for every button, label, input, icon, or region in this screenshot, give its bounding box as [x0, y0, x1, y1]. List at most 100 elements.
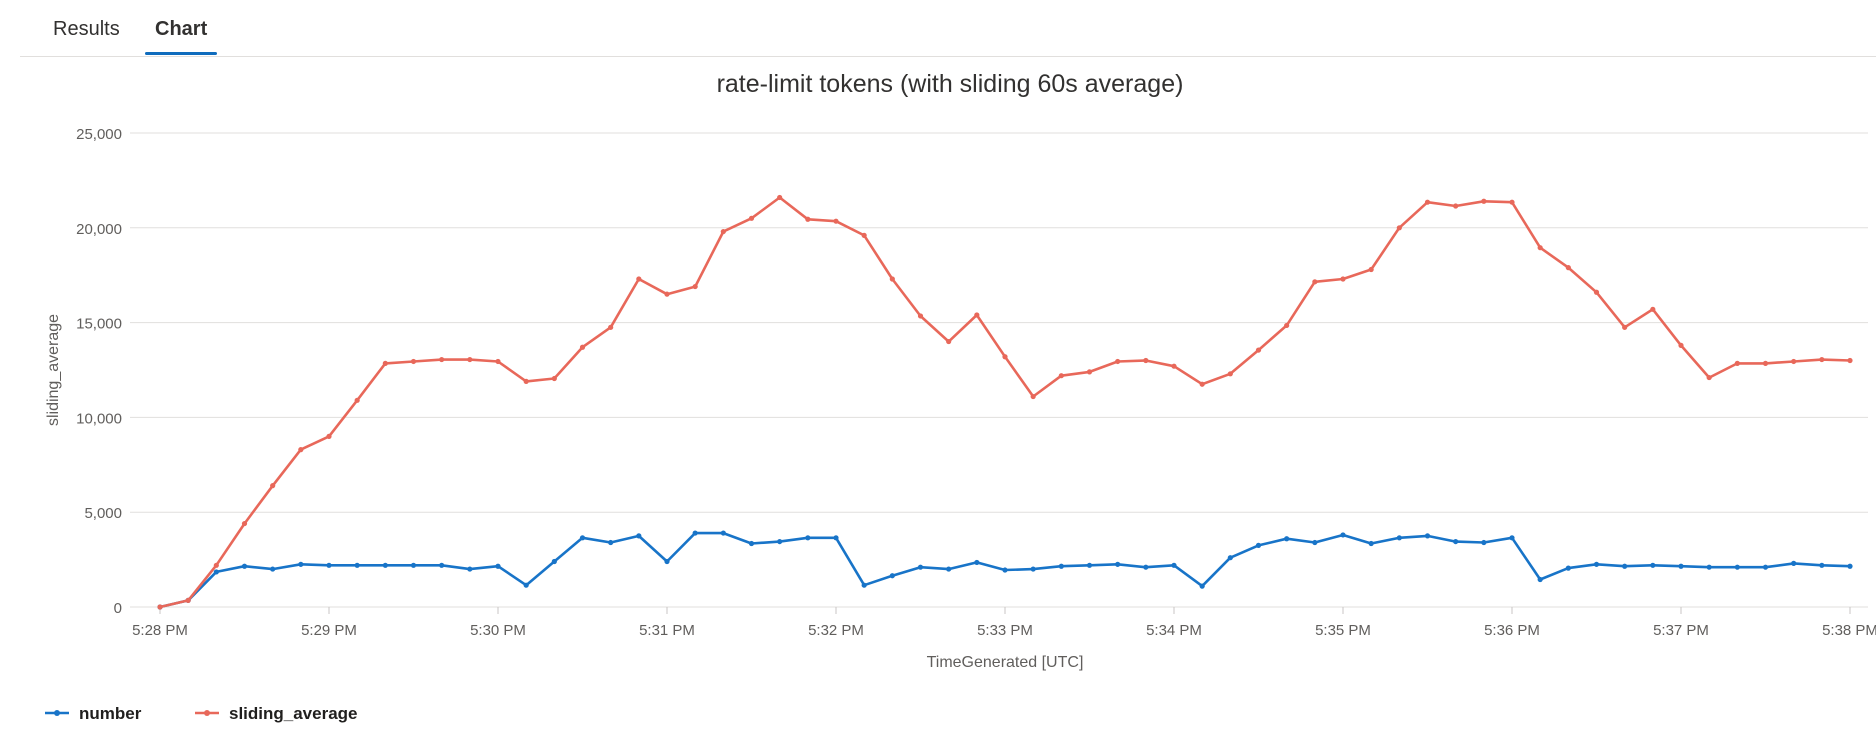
legend-item-sliding_average[interactable]: sliding_average — [195, 704, 358, 723]
data-point — [805, 216, 811, 222]
data-point — [1312, 279, 1318, 285]
data-point — [805, 535, 811, 541]
data-point — [1368, 266, 1374, 273]
y-tick-label: 5,000 — [84, 505, 122, 522]
data-point — [1396, 535, 1402, 541]
data-point — [946, 338, 952, 345]
data-point — [1734, 360, 1740, 366]
data-point — [1847, 357, 1853, 364]
data-point — [495, 358, 501, 365]
series-sliding_average — [157, 194, 1853, 610]
data-point — [664, 558, 670, 565]
data-point — [551, 375, 557, 382]
data-point — [1734, 564, 1740, 570]
tab-bar: Results Chart — [20, 0, 1876, 57]
data-point — [185, 597, 191, 603]
data-point — [720, 530, 726, 536]
series-group — [157, 194, 1853, 610]
legend[interactable]: number sliding_average — [45, 704, 358, 723]
x-tick-label: 5:28 PM — [132, 622, 188, 639]
data-point — [157, 604, 163, 610]
data-point — [439, 562, 445, 568]
data-point — [1171, 363, 1177, 369]
legend-label: number — [79, 704, 142, 723]
data-point — [1509, 535, 1515, 541]
data-point — [382, 562, 388, 568]
data-point — [523, 378, 529, 384]
x-axis: 5:28 PM 5:29 PM 5:30 PM 5:31 PM 5:32 PM 5:33 … — [132, 607, 1876, 639]
data-point — [1086, 562, 1093, 568]
data-point — [1030, 566, 1036, 572]
x-tick-label: 5:33 PM — [977, 622, 1033, 639]
data-point — [241, 520, 248, 527]
data-point — [889, 573, 895, 579]
data-point — [1847, 563, 1853, 569]
data-point — [270, 566, 276, 572]
data-point — [1650, 306, 1656, 312]
data-point — [579, 344, 586, 350]
data-point — [946, 566, 952, 572]
data-point — [748, 540, 755, 547]
y-tick-label: 25,000 — [76, 126, 122, 143]
series-line — [159, 196, 1851, 609]
data-point — [1650, 562, 1656, 568]
data-point — [748, 215, 755, 221]
data-point — [1227, 555, 1233, 561]
tab-results[interactable]: Results — [53, 18, 120, 40]
data-point — [833, 218, 839, 224]
x-tick-label: 5:29 PM — [301, 622, 357, 639]
data-point — [833, 535, 839, 541]
data-point — [1424, 533, 1431, 539]
legend-marker — [54, 710, 60, 716]
y-tick-label: 20,000 — [76, 221, 122, 238]
data-point — [861, 232, 867, 238]
data-point — [1593, 561, 1600, 567]
data-point — [467, 356, 473, 363]
data-point — [692, 530, 698, 536]
data-point — [1002, 354, 1008, 360]
data-point — [1453, 203, 1459, 209]
data-point — [917, 313, 924, 319]
data-point — [1762, 360, 1769, 366]
data-point — [1481, 198, 1487, 204]
data-point — [1819, 562, 1825, 568]
y-tick-label: 10,000 — [76, 410, 122, 427]
data-point — [1368, 540, 1374, 547]
data-point — [1396, 225, 1402, 231]
data-point — [298, 447, 304, 453]
data-point — [410, 562, 417, 568]
data-point — [1115, 561, 1121, 567]
data-point — [636, 276, 642, 282]
data-point — [1481, 539, 1487, 546]
data-point — [439, 356, 445, 363]
x-tick-label: 5:34 PM — [1146, 622, 1202, 639]
data-point — [467, 566, 473, 572]
data-point — [354, 562, 360, 568]
data-point — [1593, 289, 1600, 295]
data-point — [410, 358, 417, 365]
data-point — [636, 533, 642, 539]
data-point — [1424, 199, 1431, 205]
data-point — [1284, 536, 1290, 542]
data-point — [1565, 565, 1571, 571]
x-tick-label: 5:31 PM — [639, 622, 695, 639]
data-point — [1762, 564, 1769, 570]
legend-item-number[interactable]: number — [45, 704, 142, 723]
data-point — [354, 397, 360, 403]
x-tick-label: 5:35 PM — [1315, 622, 1371, 639]
data-point — [1791, 560, 1797, 566]
data-point — [213, 562, 219, 568]
y-tick-label: 0 — [114, 600, 122, 617]
tab-chart[interactable]: Chart — [144, 18, 218, 55]
data-point — [523, 582, 529, 588]
data-point — [1227, 371, 1233, 377]
data-point — [1791, 358, 1797, 365]
data-point — [1706, 374, 1712, 381]
legend-marker — [204, 710, 210, 716]
data-point — [1143, 564, 1149, 570]
data-point — [1622, 563, 1628, 569]
data-point — [241, 563, 248, 569]
data-point — [298, 561, 304, 567]
data-point — [326, 433, 332, 439]
data-point — [270, 483, 276, 489]
